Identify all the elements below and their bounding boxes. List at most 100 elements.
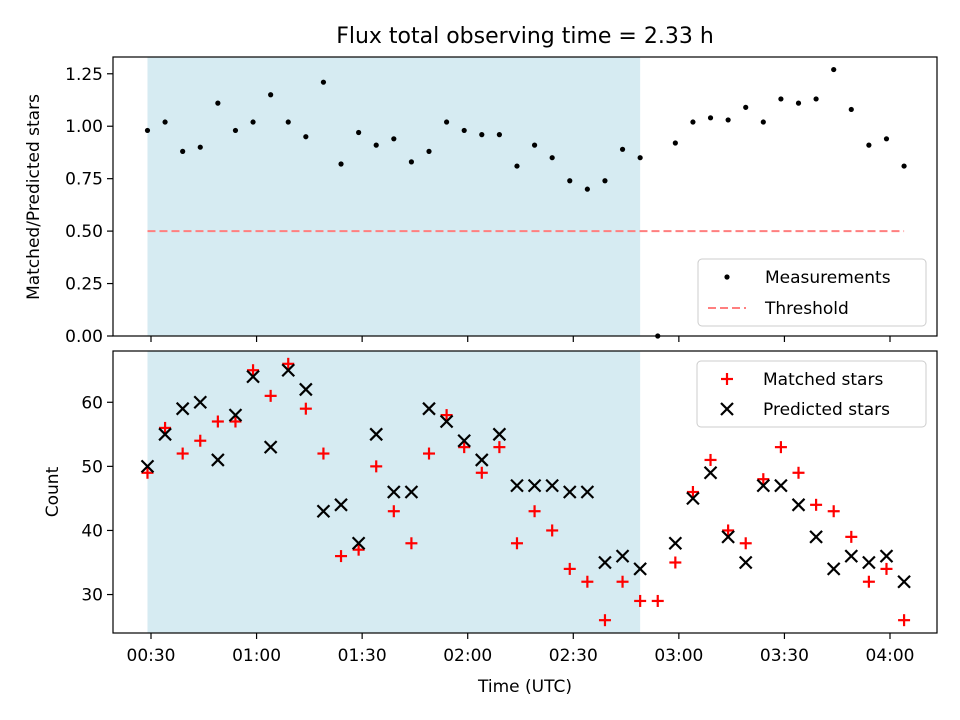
predicted-star-point bbox=[351, 536, 366, 551]
matched-star-point bbox=[194, 434, 207, 447]
predicted-star-point bbox=[809, 530, 823, 544]
predicted-star-point bbox=[404, 485, 419, 499]
top-y-tick-label: 0.00 bbox=[65, 327, 103, 347]
measurement-point bbox=[883, 136, 890, 142]
measurement-point bbox=[232, 127, 239, 134]
predicted-star-point bbox=[721, 530, 735, 544]
matched-star-point bbox=[634, 594, 647, 607]
measurement-point bbox=[144, 127, 151, 134]
legend-predicted-label: Predicted stars bbox=[763, 400, 890, 420]
matched-star-point bbox=[229, 415, 242, 428]
bottom-panel-counts bbox=[140, 351, 911, 633]
matched-star-point bbox=[686, 486, 699, 498]
measurement-point bbox=[602, 178, 608, 184]
predicted-star-point bbox=[158, 427, 172, 442]
measurement-point bbox=[778, 96, 784, 102]
measurement-point bbox=[391, 136, 397, 142]
predicted-star-point bbox=[175, 401, 190, 416]
bottom-legend: Matched stars Predicted stars bbox=[696, 360, 927, 428]
predicted-star-point bbox=[791, 498, 806, 512]
predicted-star-point bbox=[826, 562, 841, 576]
predicted-star-point bbox=[228, 408, 243, 422]
bottom-y-tick-label: 30 bbox=[81, 586, 103, 606]
predicted-star-point bbox=[862, 555, 876, 570]
legend-threshold-label: Threshold bbox=[764, 299, 849, 319]
measurement-point bbox=[795, 100, 802, 106]
measurement-point bbox=[444, 119, 450, 125]
matched-star-point bbox=[141, 466, 154, 479]
measurement-point bbox=[531, 142, 538, 148]
matched-star-point bbox=[510, 537, 523, 550]
measurement-point bbox=[743, 104, 749, 110]
x-tick-label: 01:00 bbox=[232, 646, 281, 666]
predicted-star-point bbox=[334, 498, 348, 512]
matched-star-point bbox=[423, 447, 436, 460]
bottom-y-axis-label: Count bbox=[43, 466, 63, 517]
measurement-point bbox=[197, 144, 203, 150]
predicted-star-point bbox=[703, 465, 718, 480]
predicted-star-point bbox=[686, 491, 700, 506]
matched-star-point bbox=[211, 415, 224, 428]
predicted-star-point bbox=[193, 395, 208, 410]
measurement-point bbox=[760, 119, 766, 125]
measurement-point bbox=[268, 92, 274, 98]
x-tick-label: 04:00 bbox=[866, 646, 915, 666]
matched-star-point bbox=[704, 453, 717, 466]
legend-predicted-marker bbox=[720, 402, 734, 416]
predicted-star-point bbox=[633, 562, 647, 576]
legend-matched-marker bbox=[721, 373, 733, 385]
measurement-point bbox=[690, 119, 696, 125]
measurement-point bbox=[901, 163, 907, 169]
predicted-star-point bbox=[475, 453, 489, 467]
predicted-star-point bbox=[246, 369, 260, 384]
matched-star-point bbox=[774, 441, 787, 454]
measurement-point bbox=[162, 119, 168, 125]
matched-star-point bbox=[387, 505, 400, 518]
predicted-star-point bbox=[387, 485, 401, 499]
measurement-point bbox=[584, 186, 590, 192]
bottom-axes-frame bbox=[112, 350, 938, 634]
predicted-star-point bbox=[422, 401, 436, 416]
x-tick-label: 01:30 bbox=[338, 646, 387, 666]
predicted-star-point bbox=[457, 433, 471, 448]
top-legend: Measurements Threshold bbox=[697, 258, 927, 327]
measurement-point bbox=[549, 155, 555, 161]
measurement-point bbox=[848, 106, 854, 113]
predicted-star-point bbox=[211, 453, 225, 467]
matched-star-point bbox=[493, 441, 506, 454]
top-y-tick-label: 1.00 bbox=[65, 117, 103, 137]
top-y-tick-label: 0.75 bbox=[65, 170, 103, 190]
matched-star-point bbox=[317, 447, 330, 460]
measurement-point bbox=[180, 148, 186, 154]
measurement-point bbox=[637, 155, 643, 161]
matched-star-point bbox=[792, 466, 805, 479]
measurement-point bbox=[338, 161, 344, 167]
matched-star-point bbox=[247, 364, 260, 377]
bottom-y-tick-label: 60 bbox=[81, 393, 103, 413]
matched-star-point bbox=[299, 402, 312, 415]
predicted-star-point bbox=[756, 478, 771, 493]
predicted-star-point bbox=[527, 478, 542, 493]
measurement-point bbox=[866, 142, 872, 148]
matched-star-point bbox=[827, 505, 840, 518]
measurement-point bbox=[813, 96, 819, 102]
top-shaded-observing-window bbox=[147, 57, 641, 336]
matched-star-point bbox=[546, 524, 559, 537]
x-axis-label: Time (UTC) bbox=[477, 677, 572, 697]
matched-star-point bbox=[475, 466, 488, 479]
predicted-star-point bbox=[774, 478, 788, 493]
legend-measurements-label: Measurements bbox=[765, 268, 891, 288]
matched-star-point bbox=[405, 537, 418, 550]
measurement-point bbox=[373, 142, 379, 148]
top-y-tick-label: 0.50 bbox=[65, 222, 103, 242]
matched-star-point bbox=[598, 614, 611, 627]
matched-star-point bbox=[862, 575, 875, 588]
matched-star-point bbox=[370, 460, 383, 473]
predicted-star-point bbox=[510, 478, 524, 493]
matched-star-point bbox=[898, 614, 911, 627]
matched-star-point bbox=[440, 409, 453, 422]
top-legend-frame bbox=[697, 258, 927, 327]
bottom-legend-frame bbox=[696, 360, 927, 428]
measurement-point bbox=[567, 178, 573, 184]
measurement-point bbox=[496, 132, 502, 138]
